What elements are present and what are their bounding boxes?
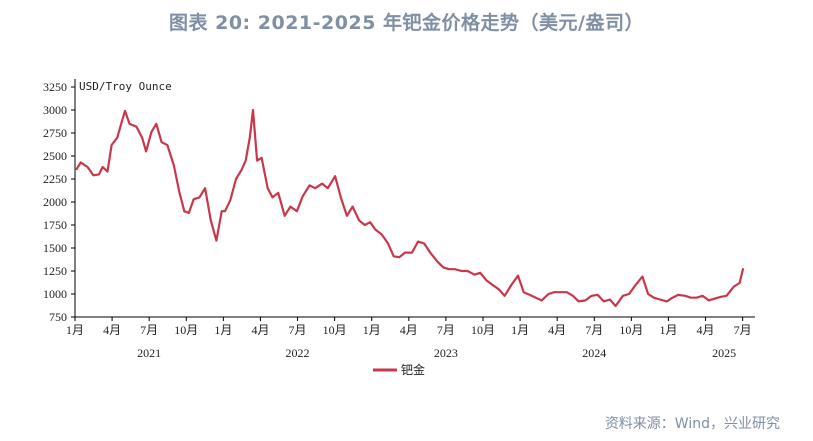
y-tick-label: 2750 [43,126,67,140]
x-year-label: 2025 [712,346,736,360]
x-year-label: 2021 [137,346,161,360]
x-tick-label: 10月 [471,323,495,337]
y-tick-label: 3000 [43,103,67,117]
x-tick-label: 7月 [734,323,752,337]
x-tick-label: 7月 [289,323,307,337]
x-tick-label: 4月 [697,323,715,337]
x-tick-label: 7月 [585,323,603,337]
x-tick-label: 1月 [214,323,232,337]
chart-title: 图表 20: 2021-2025 年钯金价格走势（美元/盎司） [169,12,644,34]
x-year-label: 2024 [582,346,606,360]
y-tick-label: 2000 [43,195,67,209]
x-year-label: 2023 [434,346,458,360]
x-year-label: 2022 [286,346,310,360]
x-tick-label: 1月 [659,323,677,337]
y-tick-label: 1750 [43,218,67,232]
x-tick-label: 1月 [363,323,381,337]
series-line-palladium [75,108,745,308]
x-tick-label: 7月 [437,323,455,337]
x-tick-label: 4月 [400,323,418,337]
y-tick-label: 1250 [43,264,67,278]
series-layer [75,108,745,308]
x-tick-label: 10月 [323,323,347,337]
y-tick-label: 2500 [43,149,67,163]
x-tick-label: 4月 [103,323,121,337]
y-tick-label: 3250 [43,80,67,94]
y-axis: 750 1000 1250 1500 1750 2000 2250 2500 2750 3000 3… [43,79,76,324]
y-axis-unit-label: USD/Troy Ounce [79,80,172,93]
x-tick-label: 4月 [251,323,269,337]
x-tick-label: 1月 [511,323,529,337]
y-tick-label: 1500 [43,241,67,255]
y-tick-label: 750 [49,310,67,324]
legend-label: 钯金 [401,362,425,377]
x-tick-label: 7月 [140,323,158,337]
y-tick-label: 2250 [43,172,67,186]
source-note: 资料来源：Wind，兴业研究 [604,416,780,432]
legend: 钯金 [373,362,425,377]
x-axis: 1月 4月 7月 10月 1月 4月 7月 10月 1月 4月 7月 10月 1月 4月 7月 10月 1月 4月… [66,316,755,360]
x-tick-label: 10月 [174,323,198,337]
x-tick-label: 4月 [548,323,566,337]
x-tick-label: 10月 [619,323,643,337]
y-tick-label: 1000 [43,287,67,301]
x-tick-label: 1月 [66,323,84,337]
